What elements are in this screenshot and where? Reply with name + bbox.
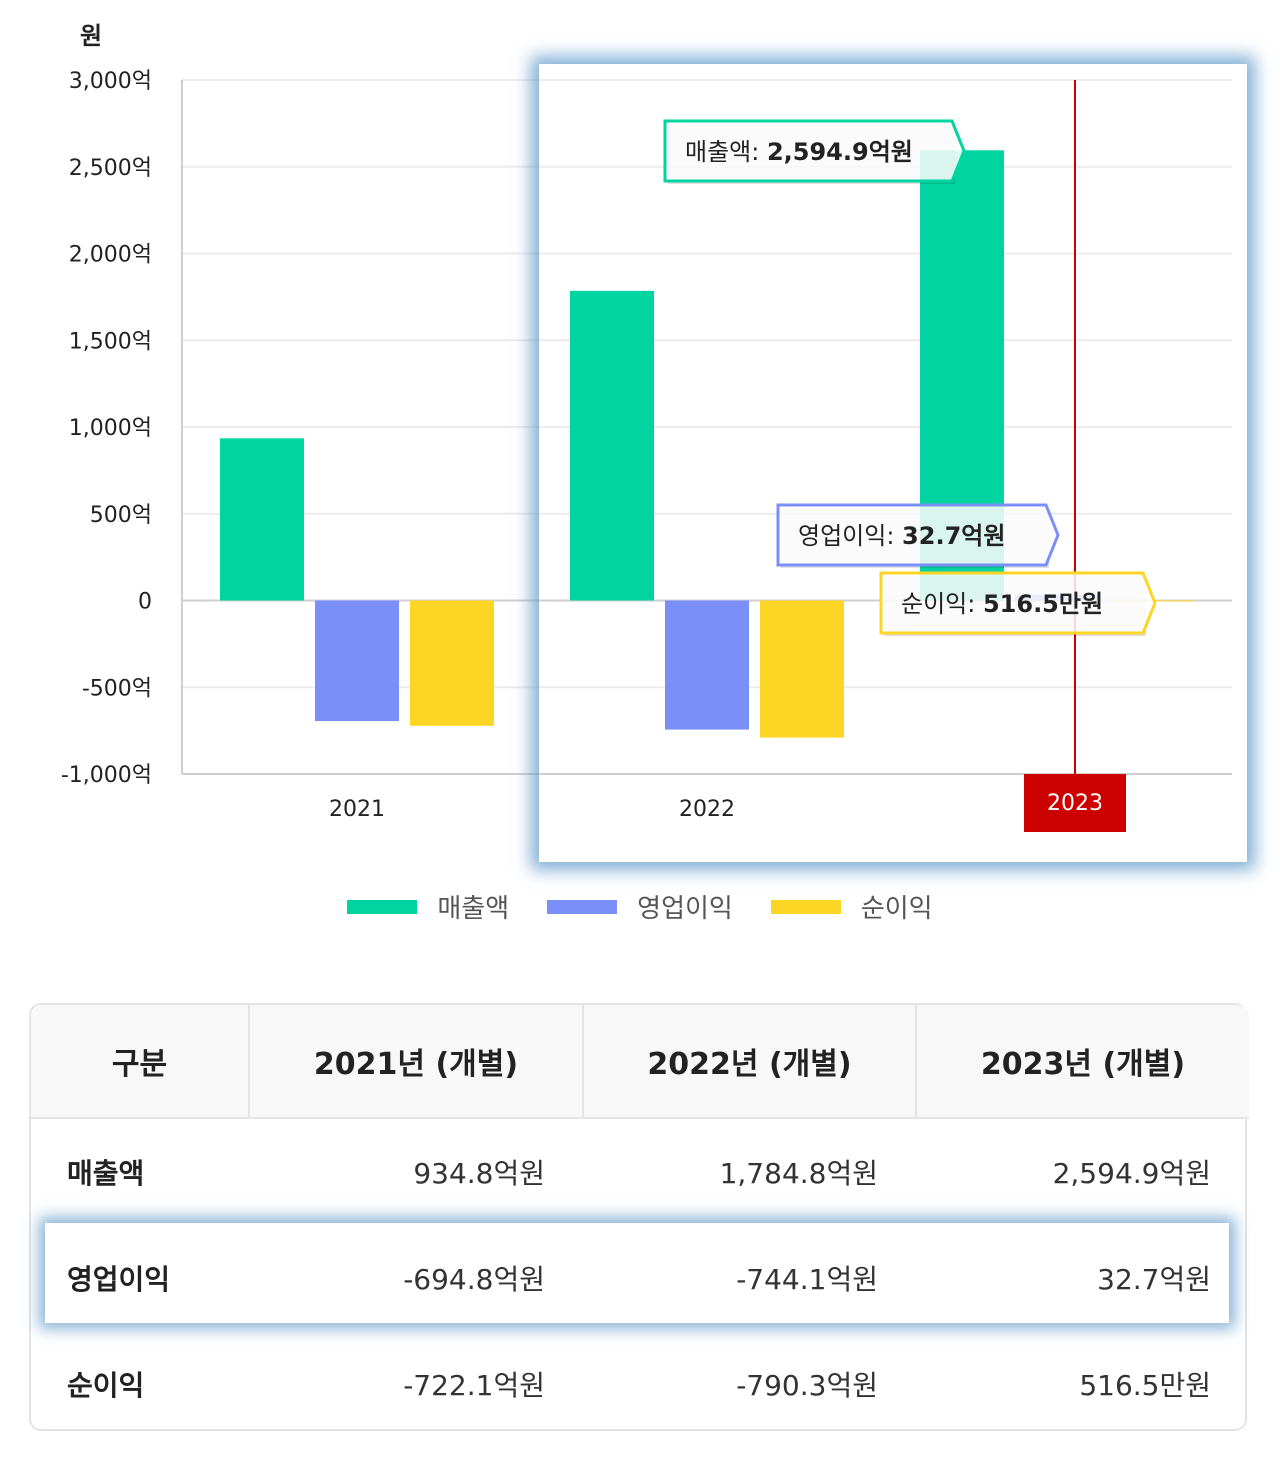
financial-data-table: 구분 2021년 (개별) 2022년 (개별) 2023년 (개별) 매출액 … bbox=[31, 1005, 1249, 1437]
cell-revenue-2022: 1,784.8억원 bbox=[719, 1157, 878, 1190]
financial-bar-chart: 원 3,000억 2,500억 2,000억 1,500억 1,000억 500억 0 -50… bbox=[61, 22, 1232, 832]
bar-순이익-2021[interactable] bbox=[410, 600, 494, 726]
bar-순이익-2022[interactable] bbox=[760, 600, 844, 738]
x-axis-ticks: 2021 2022 bbox=[329, 797, 735, 822]
tooltip-text-1: 영업이익: 32.7억원 bbox=[798, 522, 1005, 550]
header-category: 구분 bbox=[31, 1005, 250, 1119]
tooltip-box-2 bbox=[879, 571, 1157, 635]
bar-매출액-2022[interactable] bbox=[570, 290, 654, 601]
cell-revenue-2021: 934.8억원 bbox=[413, 1157, 545, 1190]
row-label-operating-profit: 영업이익 bbox=[67, 1263, 171, 1296]
tooltip-value-1: 32.7억원 bbox=[902, 522, 1005, 550]
x-tick-label-2021: 2021 bbox=[329, 797, 385, 822]
tooltip-text-0: 매출액: 2,594.9억원 bbox=[685, 138, 913, 166]
tooltip-2: 순이익: 516.5만원 bbox=[879, 571, 1157, 636]
category-marker: 2023 bbox=[1024, 80, 1126, 832]
y-tick-label: 500억 bbox=[90, 503, 152, 528]
y-tick-label: 3,000억 bbox=[69, 69, 152, 94]
header-2021: 2021년 (개별) bbox=[249, 1005, 584, 1119]
y-tick-label: 2,500억 bbox=[69, 156, 152, 181]
table-row-operating-profit: 영업이익 -694.8억원 -744.1억원 32.7억원 bbox=[31, 1225, 1249, 1331]
y-tick-label: 1,000억 bbox=[69, 416, 152, 441]
cell-net-income-2021: -722.1억원 bbox=[403, 1369, 545, 1402]
legend-label-revenue: 매출액 bbox=[437, 894, 510, 924]
tooltip-box-1 bbox=[776, 503, 1060, 567]
cell-operating-profit-2022: -744.1억원 bbox=[736, 1263, 878, 1296]
y-tick-label: -500억 bbox=[82, 676, 152, 701]
crosshair-badge-label: 2023 bbox=[1047, 791, 1103, 816]
tooltip-label-0: 매출액: bbox=[685, 138, 767, 166]
y-tick-label: 1,500억 bbox=[69, 329, 152, 354]
legend-label-operating-profit: 영업이익 bbox=[637, 894, 733, 924]
tooltip-box-0 bbox=[663, 119, 966, 183]
y-axis-ticks: 3,000억 2,500억 2,000억 1,500억 1,000억 500억 0 -500억… bbox=[61, 69, 152, 788]
table-header-row: 구분 2021년 (개별) 2022년 (개별) 2023년 (개별) bbox=[31, 1005, 1249, 1119]
bar-영업이익-2021[interactable] bbox=[315, 600, 399, 722]
chart-bars bbox=[220, 150, 1194, 738]
tooltip-value-0: 2,594.9억원 bbox=[767, 138, 913, 166]
y-tick-label: -1,000억 bbox=[61, 763, 152, 788]
x-tick-label-2022: 2022 bbox=[679, 797, 735, 822]
legend-item-net-income[interactable]: 순이익 bbox=[770, 888, 933, 925]
financial-table: 구분 2021년 (개별) 2022년 (개별) 2023년 (개별) 매출액 … bbox=[29, 1003, 1249, 1431]
tooltip-1: 영업이익: 32.7억원 bbox=[776, 503, 1060, 568]
legend-label-net-income: 순이익 bbox=[860, 894, 933, 924]
crosshair-badge bbox=[1024, 774, 1126, 832]
row-label-revenue: 매출액 bbox=[67, 1157, 145, 1190]
header-2022: 2022년 (개별) bbox=[583, 1005, 917, 1119]
y-tick-label: 0 bbox=[138, 590, 152, 615]
table-row-net-income: 순이익 -722.1억원 -790.3억원 516.5만원 bbox=[31, 1331, 1249, 1437]
row-label-net-income: 순이익 bbox=[67, 1369, 145, 1402]
tooltip-text-2: 순이익: 516.5만원 bbox=[901, 590, 1103, 618]
bar-매출액-2021[interactable] bbox=[220, 438, 304, 601]
legend-item-revenue[interactable]: 매출액 bbox=[347, 888, 509, 925]
cell-net-income-2022: -790.3억원 bbox=[736, 1369, 878, 1402]
cell-net-income-2023: 516.5만원 bbox=[1079, 1369, 1211, 1402]
chart-legend: 매출액 영업이익 순이익 bbox=[0, 888, 1280, 925]
legend-item-operating-profit[interactable]: 영업이익 bbox=[547, 888, 733, 925]
legend-swatch-operating-profit bbox=[547, 899, 618, 914]
cell-operating-profit-2023: 32.7억원 bbox=[1097, 1263, 1211, 1296]
y-tick-label: 2,000억 bbox=[69, 243, 152, 268]
table-row-revenue: 매출액 934.8억원 1,784.8억원 2,594.9억원 bbox=[31, 1118, 1249, 1225]
cell-operating-profit-2021: -694.8억원 bbox=[403, 1263, 545, 1296]
cell-revenue-2023: 2,594.9억원 bbox=[1052, 1157, 1211, 1190]
bar-영업이익-2022[interactable] bbox=[665, 600, 749, 730]
tooltip-0: 매출액: 2,594.9억원 bbox=[663, 119, 966, 184]
header-2023: 2023년 (개별) bbox=[916, 1005, 1249, 1119]
legend-swatch-net-income bbox=[770, 899, 841, 914]
tooltip-label-2: 순이익: bbox=[901, 590, 983, 618]
y-axis-unit: 원 bbox=[80, 22, 102, 50]
tooltip-label-1: 영업이익: bbox=[798, 522, 902, 550]
tooltip-value-2: 516.5만원 bbox=[983, 590, 1103, 618]
legend-swatch-revenue bbox=[347, 899, 418, 914]
